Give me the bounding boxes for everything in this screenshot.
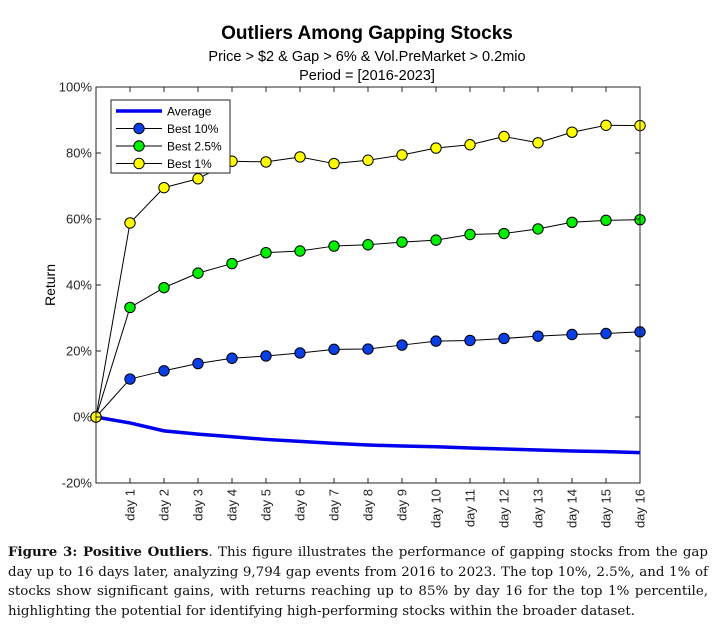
legend-label: Best 1% <box>167 157 212 171</box>
data-point <box>328 343 340 356</box>
plot-frame <box>95 86 641 484</box>
x-tick-label: day 13 <box>531 489 546 528</box>
data-point <box>396 236 408 248</box>
data-point <box>566 216 578 229</box>
data-point <box>260 246 272 259</box>
x-tick-label: day 10 <box>429 489 444 528</box>
data-point <box>328 240 340 252</box>
legend: Average Best 10% Best 2.5% Best 1% <box>110 99 231 174</box>
data-point <box>192 173 204 185</box>
data-point <box>294 347 306 359</box>
x-tick-label: day 16 <box>633 489 648 528</box>
data-point <box>498 332 510 345</box>
legend-marker <box>133 157 145 170</box>
series-layer <box>90 119 646 455</box>
chart-subtitle-line-1: Price > $2 & Gap > 6% & Vol.PreMarket > … <box>208 49 525 65</box>
data-point <box>566 328 578 341</box>
data-point <box>260 156 272 168</box>
data-point <box>600 327 612 340</box>
data-point <box>532 137 544 149</box>
legend-label: Average <box>167 104 212 118</box>
data-point <box>430 142 442 154</box>
data-point <box>362 343 374 355</box>
line-chart: Outliers Among Gapping Stocks Price > $2… <box>42 23 648 529</box>
data-point <box>226 257 238 270</box>
data-point <box>600 119 612 131</box>
y-tick-label: -20% <box>62 476 93 491</box>
y-axis-label: Return <box>42 264 58 306</box>
data-point <box>158 181 170 194</box>
x-tick-label: day 14 <box>565 489 580 528</box>
x-tick-label: day 3 <box>191 489 206 521</box>
data-point <box>124 301 136 314</box>
data-point <box>532 223 544 235</box>
data-point <box>192 357 204 370</box>
x-tick-label: day 7 <box>327 489 342 521</box>
data-point <box>294 151 306 163</box>
x-tick-label: day 9 <box>395 489 410 521</box>
legend-marker <box>133 140 145 152</box>
caption-label: Figure 3: Positive Outliers <box>8 544 209 560</box>
data-point <box>498 227 510 240</box>
data-point <box>600 214 612 227</box>
data-point <box>124 217 136 229</box>
figure-caption: Figure 3: Positive Outliers. This figure… <box>8 543 708 621</box>
data-point <box>158 281 170 294</box>
legend-label: Best 10% <box>167 122 219 136</box>
chart-subtitle-line-2: Period = [2016-2023] <box>299 68 435 84</box>
data-point <box>498 130 510 143</box>
data-point <box>260 350 272 362</box>
data-point <box>294 245 306 257</box>
y-tick-label: 100% <box>59 80 93 95</box>
y-tick-label: 80% <box>66 146 92 161</box>
data-point <box>226 352 238 364</box>
x-tick-label: day 4 <box>225 489 240 521</box>
x-tick-label: day 15 <box>599 489 614 528</box>
chart-figure: Outliers Among Gapping Stocks Price > $2… <box>8 23 708 619</box>
y-tick-label: 20% <box>66 344 92 359</box>
data-point <box>158 365 170 377</box>
data-point <box>396 149 408 161</box>
legend-label: Best 2.5% <box>167 139 222 153</box>
y-tick-label: 0% <box>73 410 92 425</box>
axis-layer: -20% 0% 20% 40% 60% 80% 100% day 1 day 2 day 3 day… <box>59 80 648 529</box>
data-point <box>430 335 442 347</box>
data-point <box>362 239 374 251</box>
x-tick-label: day 6 <box>293 489 308 521</box>
data-point <box>464 228 476 241</box>
data-point <box>532 330 544 342</box>
data-point <box>124 373 136 385</box>
data-point <box>566 126 578 138</box>
y-tick-label: 40% <box>66 278 92 293</box>
y-tick-label: 60% <box>66 212 92 227</box>
legend-marker <box>133 122 145 135</box>
x-tick-label: day 1 <box>123 489 138 521</box>
caption-text: . This figure illustrates the performanc… <box>8 545 708 619</box>
data-point <box>430 234 442 246</box>
x-tick-label: day 12 <box>497 489 512 528</box>
chart-title: Outliers Among Gapping Stocks <box>221 23 513 44</box>
series-line-average <box>95 415 641 455</box>
x-tick-label: day 2 <box>157 489 172 521</box>
data-point <box>464 139 476 151</box>
data-point <box>192 267 204 279</box>
data-point <box>464 334 476 347</box>
x-tick-label: day 11 <box>463 489 478 527</box>
x-tick-label: day 5 <box>259 489 274 521</box>
data-point <box>328 157 340 170</box>
x-tick-label: day 8 <box>361 489 376 521</box>
data-point <box>396 339 408 351</box>
data-point <box>362 154 374 166</box>
